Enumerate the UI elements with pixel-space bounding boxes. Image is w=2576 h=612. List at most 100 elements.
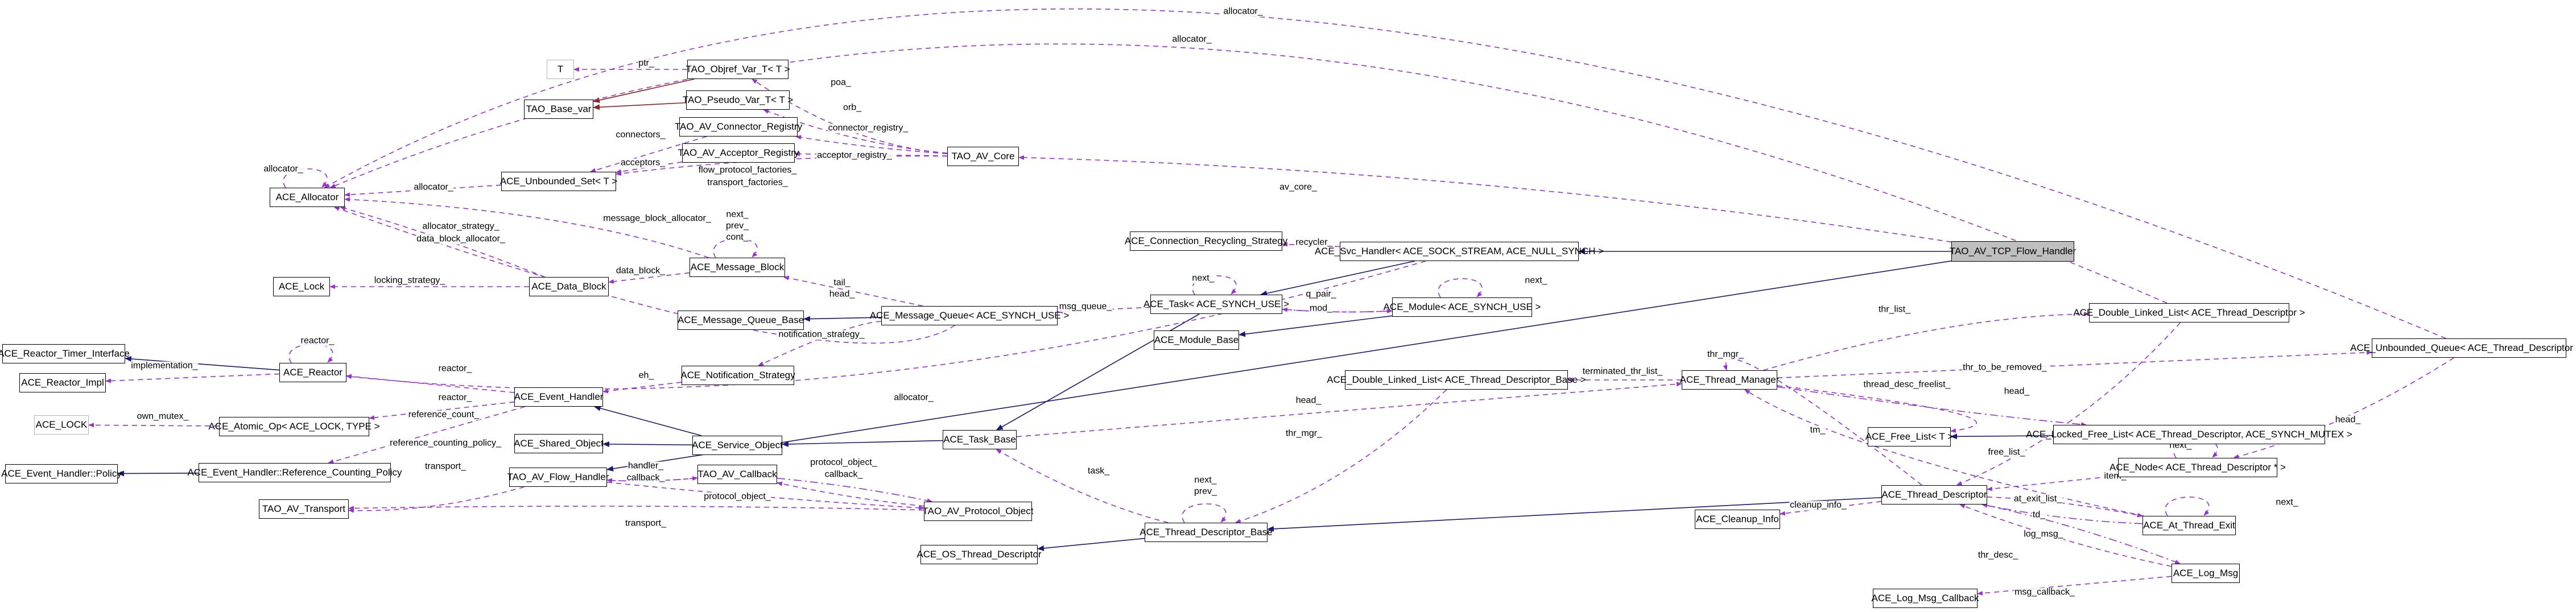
edge-tcp_fh-to-av_core [1018, 155, 1952, 243]
class-node-flow_handler[interactable]: TAO_AV_Flow_Handler [507, 468, 609, 487]
class-node-av_core[interactable]: TAO_AV_Core [947, 147, 1019, 166]
class-node-eh_policy[interactable]: ACE_Event_Handler::Policy [1, 464, 122, 483]
edge-av_core-to-conn_reg [795, 135, 948, 155]
class-node-acc_reg[interactable]: TAO_AV_Acceptor_Registry [678, 143, 799, 163]
class-node-label: TAO_AV_Connector_Registry [674, 121, 803, 132]
class-node-td_base[interactable]: ACE_Thread_Descriptor_Base [1140, 523, 1273, 542]
class-node-objref[interactable]: TAO_Objref_Var_T< T > [686, 60, 790, 79]
class-node-pseudo[interactable]: TAO_Pseudo_Var_T< T > [682, 90, 794, 110]
class-node-at_exit[interactable]: ACE_At_Thread_Exit [2142, 516, 2236, 535]
edge-task_base-to-thr_mgr [1016, 382, 1682, 437]
edge-task_base-to-service_obj [782, 440, 943, 447]
class-node-dll_base[interactable]: ACE_Double_Linked_List< ACE_Thread_Descr… [1327, 370, 1586, 390]
edge-reactor-to-reactor [288, 344, 333, 363]
class-node-service_obj[interactable]: ACE_Service_Object [692, 436, 783, 455]
class-node-unb_queue[interactable]: ACE_Unbounded_Queue< ACE_Thread_Descript… [2350, 338, 2576, 358]
edge-label-tm: tm_ [1809, 425, 1826, 436]
class-node-callback[interactable]: TAO_AV_Callback [697, 465, 777, 484]
edge-label-recycler: recycler_ [1295, 237, 1334, 248]
edge-dll_td-to-thr_desc [1956, 322, 2181, 486]
class-node-label: ACE_Thread_Manager [1679, 374, 1780, 385]
class-node-transport[interactable]: TAO_AV_Transport [259, 499, 349, 519]
edge-label-own_mutex: own_mutex_ [136, 411, 189, 422]
edge-label-prev: prev_ [1193, 486, 1218, 497]
edge-label-reactor: reactor_ [437, 392, 473, 403]
edge-label-acceptor_registry: acceptor_registry_ [816, 150, 893, 161]
class-node-conn_reg[interactable]: TAO_AV_Connector_Registry [675, 117, 802, 137]
class-node-locked_fl[interactable]: ACE_Locked_Free_List< ACE_Thread_Descrip… [2026, 425, 2352, 444]
class-node-msg_queue[interactable]: ACE_Message_Queue< ACE_SYNCH_USE > [870, 306, 1069, 325]
class-node-log_cb[interactable]: ACE_Log_Msg_Callback [1872, 589, 1979, 608]
class-node-dll_td[interactable]: ACE_Double_Linked_List< ACE_Thread_Descr… [2073, 303, 2305, 322]
edge-label-next: next_ [1191, 273, 1215, 284]
edge-label-free_list: free_list_ [1987, 447, 2026, 458]
edge-msg_block-to-allocator [344, 197, 709, 258]
edge-reactor-to-rti [125, 355, 280, 371]
class-node-unb_set[interactable]: ACE_Unbounded_Set< T > [500, 172, 617, 191]
class-node-label: ACE_Reactor_Timer_Interface [0, 348, 130, 359]
edge-atomic-to-ace_lock_t [88, 423, 220, 428]
class-node-event_handler[interactable]: ACE_Event_Handler [514, 387, 603, 407]
edge-flow_handler-to-transport [348, 486, 525, 513]
class-node-data_block[interactable]: ACE_Data_Block [529, 277, 609, 296]
class-node-label: TAO_Pseudo_Var_T< T > [682, 94, 794, 105]
edge-label-allocator: allocator_ [1171, 34, 1212, 45]
class-node-node[interactable]: ACE_Node< ACE_Thread_Descriptor * > [2109, 458, 2286, 477]
class-node-reactor[interactable]: ACE_Reactor [279, 363, 346, 382]
class-node-module_base[interactable]: ACE_Module_Base [1154, 330, 1239, 350]
class-node-label: ACE_Message_Queue_Base [677, 315, 804, 325]
edge-msg_queue-to-msg_block [783, 275, 923, 307]
class-node-task_base[interactable]: ACE_Task_Base [943, 430, 1017, 449]
class-node-atomic[interactable]: ACE_Atomic_Op< ACE_LOCK, TYPE > [208, 417, 380, 436]
class-node-thr_mgr[interactable]: ACE_Thread_Manager [1679, 370, 1780, 390]
edge-label-at_exit_list: at_exit_list_ [2013, 494, 2063, 505]
class-node-os_td[interactable]: ACE_OS_Thread_Descriptor [917, 545, 1042, 564]
class-node-label: ACE_Node< ACE_Thread_Descriptor * > [2109, 462, 2286, 473]
class-node-t[interactable]: T [547, 60, 574, 79]
class-node-proto_obj[interactable]: TAO_AV_Protocol_Object [923, 502, 1033, 521]
edge-pseudo-to-base_var [593, 102, 687, 110]
class-node-thr_desc[interactable]: ACE_Thread_Descriptor [1881, 485, 1987, 505]
edge-module-to-module [1438, 278, 1483, 298]
class-node-tcp_fh[interactable]: TAO_AV_TCP_Flow_Handler [1950, 241, 2076, 262]
class-node-conn_recycle[interactable]: ACE_Connection_Recycling_Strategy [1125, 231, 1287, 251]
edge-label-tail: tail_ [833, 278, 851, 288]
class-node-module[interactable]: ACE_Module< ACE_SYNCH_USE > [1384, 297, 1541, 317]
class-node-label: ACE_At_Thread_Exit [2143, 520, 2235, 531]
edge-label-next: next_ [1194, 475, 1217, 486]
edge-module-to-module_base [1239, 315, 1393, 337]
class-node-task[interactable]: ACE_Task< ACE_SYNCH_USE > [1143, 295, 1289, 314]
class-node-msg_block[interactable]: ACE_Message_Block [690, 258, 785, 277]
class-node-rti[interactable]: ACE_Reactor_Timer_Interface [0, 344, 130, 363]
class-node-label: TAO_Objref_Var_T< T > [686, 64, 790, 75]
edge-label-data_block: data_block_ [615, 266, 666, 276]
class-node-label: ACE_OS_Thread_Descriptor [917, 549, 1042, 560]
class-node-svc_handler[interactable]: ACE_Svc_Handler< ACE_SOCK_STREAM, ACE_NU… [1315, 242, 1604, 261]
class-node-notif[interactable]: ACE_Notification_Strategy [680, 366, 795, 385]
edge-label-prev: prev_ [725, 221, 750, 231]
edge-label-thr_mgr: thr_mgr_ [1285, 428, 1323, 439]
class-node-allocator[interactable]: ACE_Allocator [270, 188, 345, 207]
class-node-label: ACE_Service_Object [692, 440, 783, 450]
class-node-ace_lock_t[interactable]: ACE_LOCK [34, 415, 89, 435]
edge-label-connectors: connectors_ [615, 130, 666, 140]
class-node-eh_rcp[interactable]: ACE_Event_Handler::Reference_Counting_Po… [187, 463, 402, 482]
class-node-lock[interactable]: ACE_Lock [273, 277, 330, 296]
edge-label-msg_callback: msg_callback_ [2014, 587, 2075, 598]
edge-objref-to-base_var [593, 78, 695, 103]
class-node-mq_base[interactable]: ACE_Message_Queue_Base [678, 311, 804, 330]
class-node-shared_obj[interactable]: ACE_Shared_Object [514, 434, 604, 453]
class-node-base_var[interactable]: TAO_Base_var [524, 100, 593, 119]
class-node-cleanup[interactable]: ACE_Cleanup_Info [1695, 510, 1780, 529]
edge-label-task: task_ [1087, 466, 1111, 477]
class-node-log_msg[interactable]: ACE_Log_Msg [2172, 564, 2240, 583]
edge-callback-to-proto_obj [777, 477, 933, 503]
class-node-free_list[interactable]: ACE_Free_List< T > [1865, 427, 1953, 446]
edge-label-allocator_strategy: allocator_strategy_ [422, 221, 500, 232]
class-node-label: ACE_Connection_Recycling_Strategy [1124, 235, 1288, 246]
edge-log_msg-to-thr_desc [1959, 504, 2172, 567]
edge-label-callback: callback_ [824, 469, 864, 480]
class-node-rimpl[interactable]: ACE_Reactor_Impl [19, 373, 106, 392]
edge-label-data_block_allocator: data_block_allocator_ [416, 234, 506, 245]
edge-thr_mgr-to-free_list [1777, 385, 1977, 433]
